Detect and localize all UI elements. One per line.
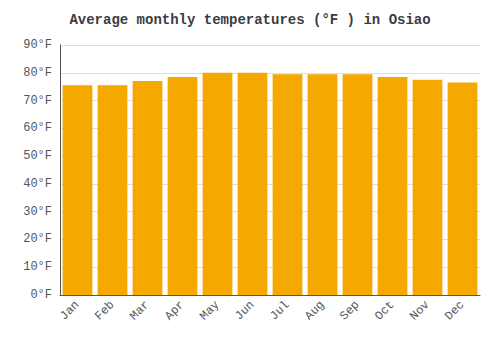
svg-text:70°F: 70°F xyxy=(23,94,52,108)
svg-text:May: May xyxy=(197,298,222,323)
svg-text:Jul: Jul xyxy=(267,298,292,323)
svg-text:0°F: 0°F xyxy=(30,288,52,302)
svg-text:Apr: Apr xyxy=(162,298,187,323)
svg-text:40°F: 40°F xyxy=(23,177,52,191)
svg-text:80°F: 80°F xyxy=(23,66,52,80)
svg-text:Feb: Feb xyxy=(92,298,117,323)
svg-text:30°F: 30°F xyxy=(23,205,52,219)
svg-text:Sep: Sep xyxy=(337,298,362,323)
svg-text:Aug: Aug xyxy=(302,298,327,323)
svg-text:90°F: 90°F xyxy=(23,38,52,52)
svg-text:60°F: 60°F xyxy=(23,121,52,135)
svg-text:Jun: Jun xyxy=(232,298,257,323)
svg-text:Dec: Dec xyxy=(442,298,467,323)
svg-text:Jan: Jan xyxy=(57,298,82,323)
svg-text:20°F: 20°F xyxy=(23,232,52,246)
svg-text:Oct: Oct xyxy=(372,298,397,323)
svg-text:Mar: Mar xyxy=(127,298,152,323)
svg-text:10°F: 10°F xyxy=(23,260,52,274)
svg-text:50°F: 50°F xyxy=(23,149,52,163)
svg-text:Average monthly temperatures (: Average monthly temperatures (°F ) in Os… xyxy=(69,12,430,28)
svg-text:Nov: Nov xyxy=(407,298,432,323)
